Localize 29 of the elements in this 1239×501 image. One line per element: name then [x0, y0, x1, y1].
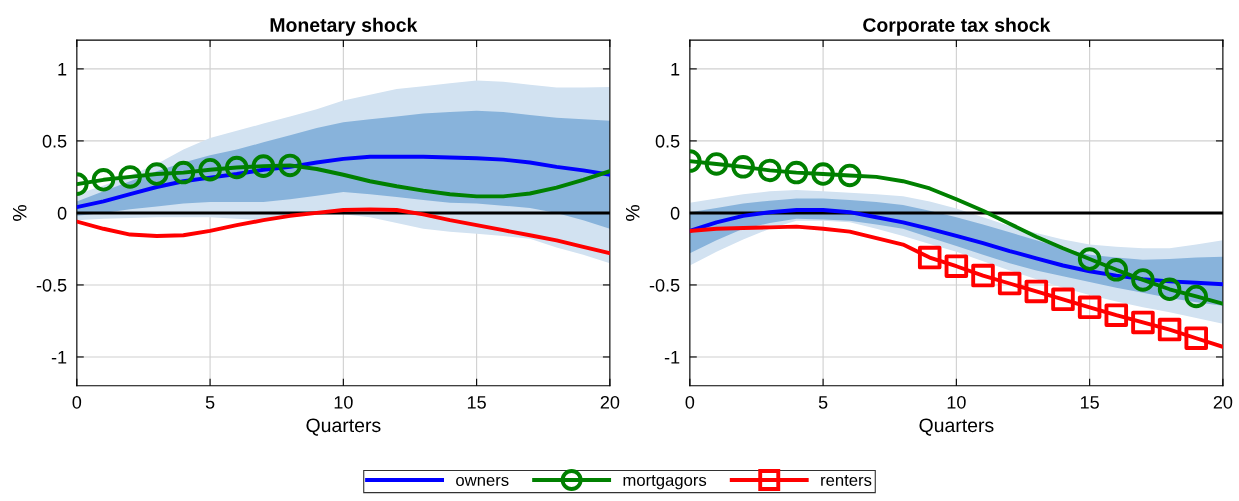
chart-title: Corporate tax shock [863, 17, 1051, 36]
y-tick-label: -0.5 [649, 278, 680, 292]
y-tick-label: -0.5 [36, 278, 67, 292]
y-axis-title: % [12, 204, 27, 221]
x-axis-title: Quarters [306, 418, 381, 436]
x-tick-label: 0 [72, 395, 82, 409]
chart-title: Monetary shock [270, 17, 418, 36]
y-axis-title: % [625, 204, 640, 221]
y-tick-label: -1 [51, 351, 67, 364]
x-tick-label: 10 [947, 395, 966, 409]
legend-label: mortgagors [623, 475, 707, 490]
y-tick-label: 1 [671, 63, 680, 76]
legend-label: renters [821, 475, 872, 487]
y-tick-label: 0.5 [655, 134, 680, 148]
x-tick-label: 10 [334, 395, 353, 409]
y-tick-label: 0 [57, 206, 67, 220]
x-tick-label: 20 [600, 395, 620, 409]
x-tick-label: 5 [205, 396, 215, 409]
y-tick-label: 1 [58, 63, 67, 76]
x-tick-label: 20 [1213, 395, 1233, 409]
x-tick-label: 0 [685, 395, 695, 409]
x-tick-label: 15 [1080, 396, 1099, 409]
x-tick-label: 5 [818, 396, 828, 409]
y-tick-label: 0.5 [42, 134, 67, 148]
y-tick-label: 0 [670, 206, 680, 220]
x-axis-title: Quarters [919, 418, 994, 436]
x-tick-label: 15 [467, 396, 486, 409]
legend-label: owners [456, 476, 509, 487]
y-tick-label: -1 [664, 351, 680, 364]
